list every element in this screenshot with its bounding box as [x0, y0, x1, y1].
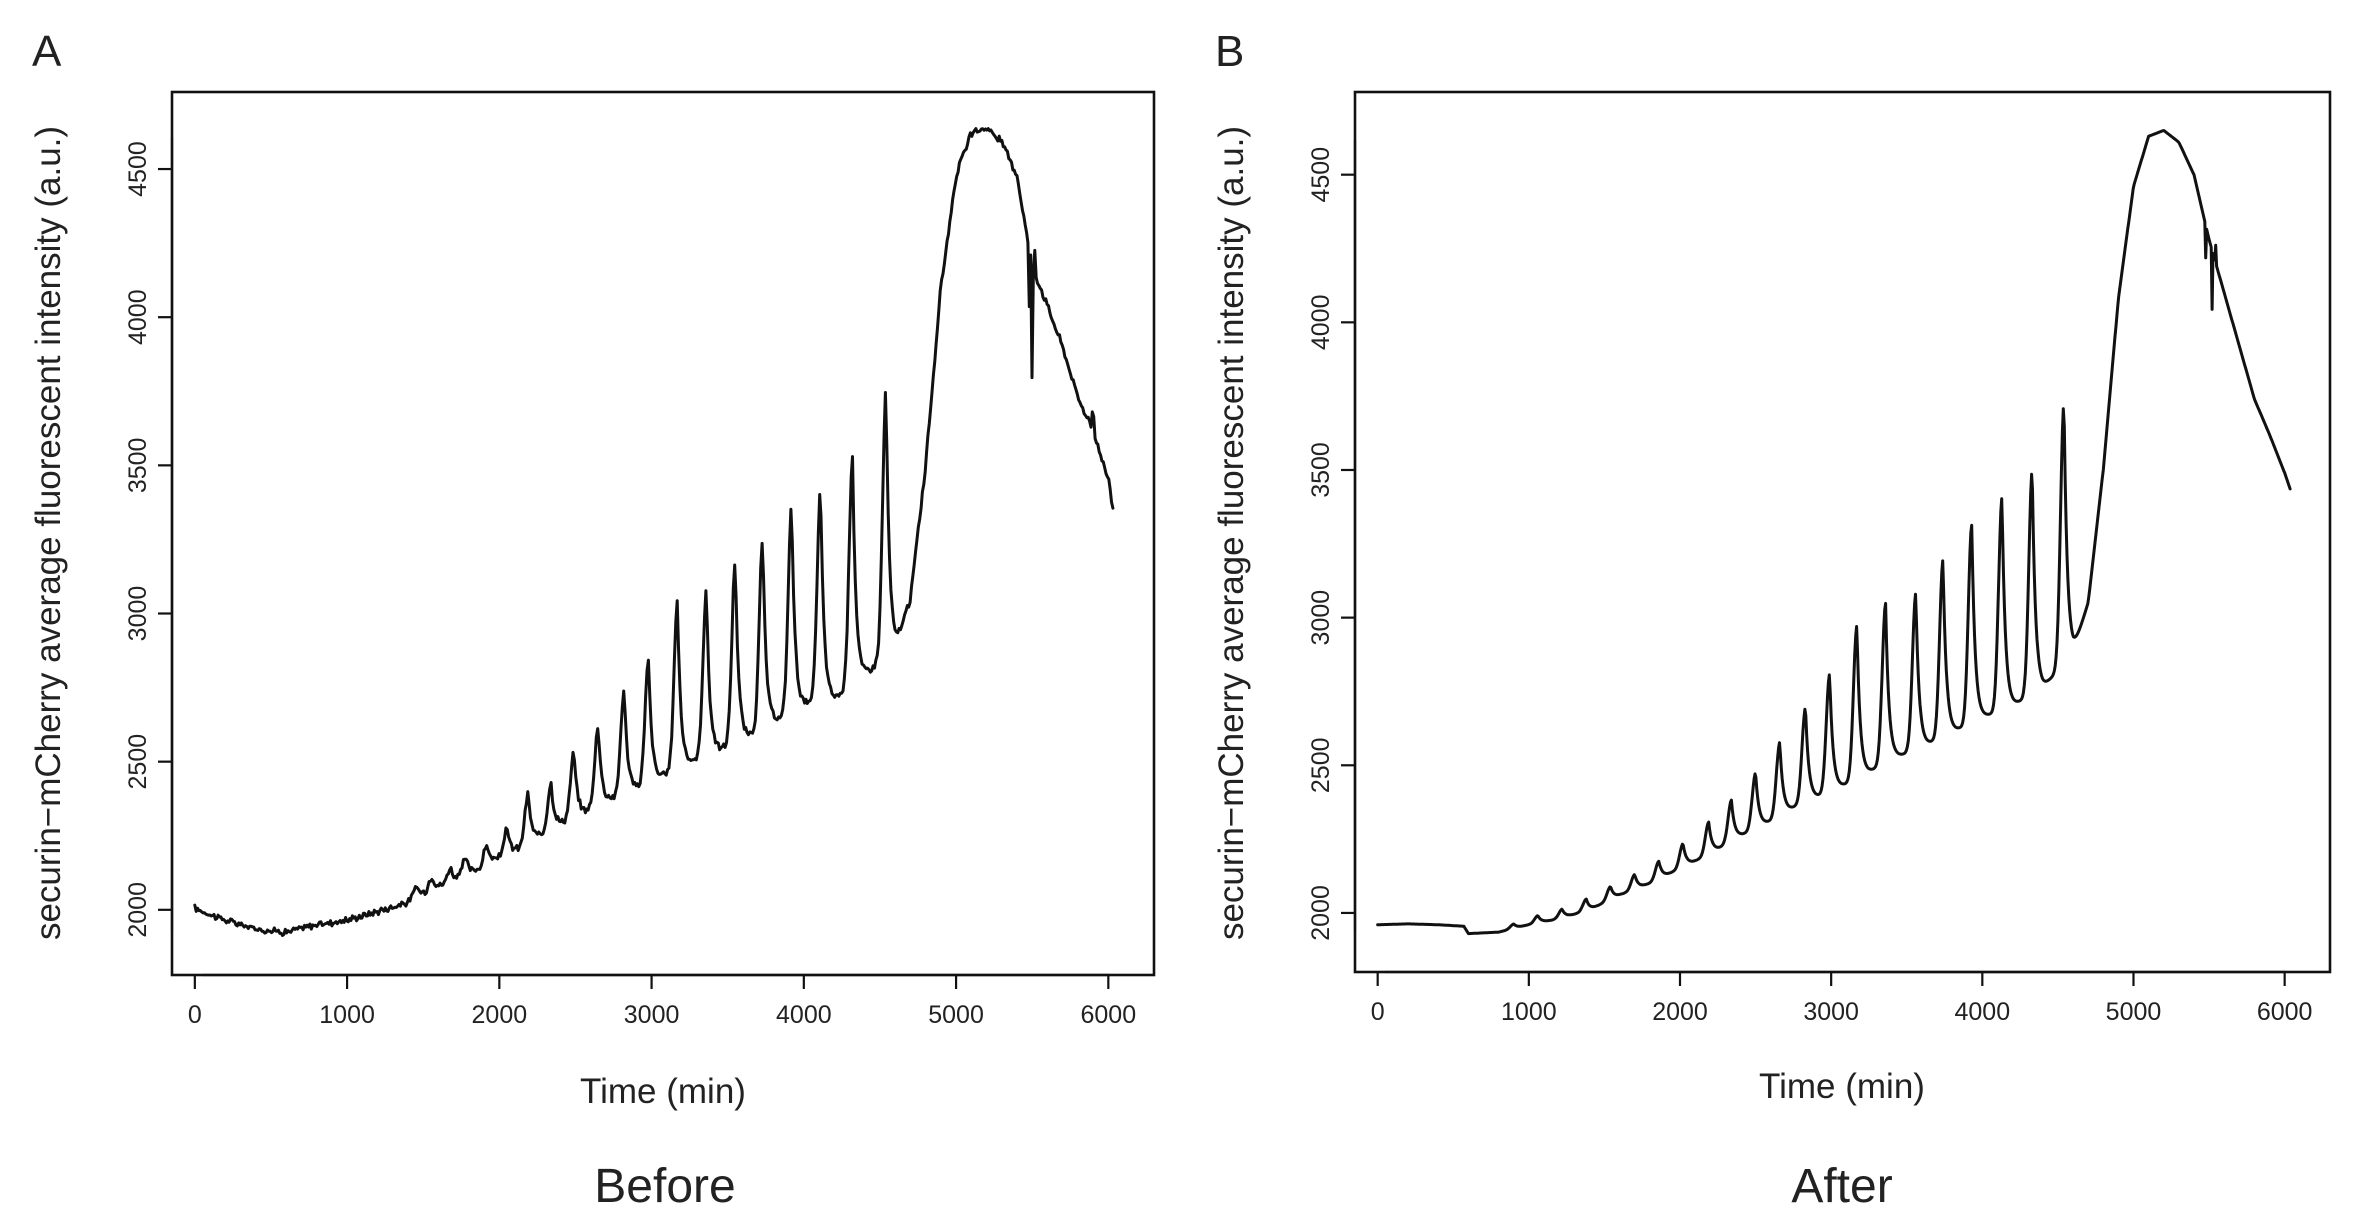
caption-before: Before — [594, 1160, 735, 1213]
y-tick-label: 2500 — [1307, 737, 1335, 793]
panel-b: B 0 1000 2000 3000 4000 5000 6000 2000 2500 3000 3… — [1212, 27, 2332, 1213]
x-axis-title-b: Time (min) — [1759, 1067, 1925, 1106]
x-tick-label: 6000 — [1081, 1001, 1137, 1029]
x-tick-label: 3000 — [1803, 998, 1859, 1026]
x-tick-label: 0 — [188, 1001, 202, 1029]
y-tick-label: 3000 — [1307, 590, 1335, 646]
y-tick-label: 2500 — [124, 734, 152, 790]
plot-frame-b — [1353, 90, 2332, 974]
y-tick-label: 2000 — [124, 882, 152, 938]
x-tick-label: 4000 — [1955, 998, 2011, 1026]
x-tick-label: 4000 — [776, 1001, 832, 1029]
x-tick-label: 1000 — [1501, 998, 1557, 1026]
y-tick-label: 4500 — [124, 141, 152, 197]
x-tick-label: 2000 — [472, 1001, 528, 1029]
x-tick-label: 0 — [1371, 998, 1385, 1026]
y-tick-label: 4500 — [1307, 147, 1335, 203]
y-tick-label: 4000 — [124, 289, 152, 345]
x-tick-label: 2000 — [1652, 998, 1708, 1026]
x-tick-label: 1000 — [319, 1001, 375, 1029]
series-line-a — [193, 127, 1115, 937]
y-axis-title-b: securin−mCherry average fluorescent inte… — [1212, 126, 1251, 940]
series-line-b — [1376, 129, 2292, 936]
y-tick-label: 4000 — [1307, 295, 1335, 351]
y-tick-label: 3000 — [124, 586, 152, 642]
y-tick-label: 3500 — [124, 438, 152, 494]
x-tick-label: 5000 — [928, 1001, 984, 1029]
axis-ticks-a: 0 1000 2000 3000 4000 5000 6000 2000 2500 3000 350… — [124, 141, 1136, 1029]
plot-frame-a — [170, 90, 1156, 977]
y-tick-label: 2000 — [1307, 885, 1335, 941]
x-tick-label: 6000 — [2257, 998, 2313, 1026]
panel-letter-a: A — [32, 27, 62, 76]
x-axis-title-a: Time (min) — [580, 1072, 746, 1111]
x-tick-label: 3000 — [624, 1001, 680, 1029]
y-axis-title-a: securin−mCherry average fluorescent inte… — [29, 126, 68, 940]
y-tick-label: 3500 — [1307, 442, 1335, 498]
panel-a: A 0 1000 2000 3000 4000 5000 6000 2000 2500 3000 3… — [29, 27, 1156, 1213]
x-tick-label: 5000 — [2106, 998, 2162, 1026]
axis-ticks-b: 0 1000 2000 3000 4000 5000 6000 2000 2500 3000 350… — [1307, 147, 2312, 1026]
caption-after: After — [1791, 1160, 1892, 1213]
panel-letter-b: B — [1215, 27, 1244, 76]
